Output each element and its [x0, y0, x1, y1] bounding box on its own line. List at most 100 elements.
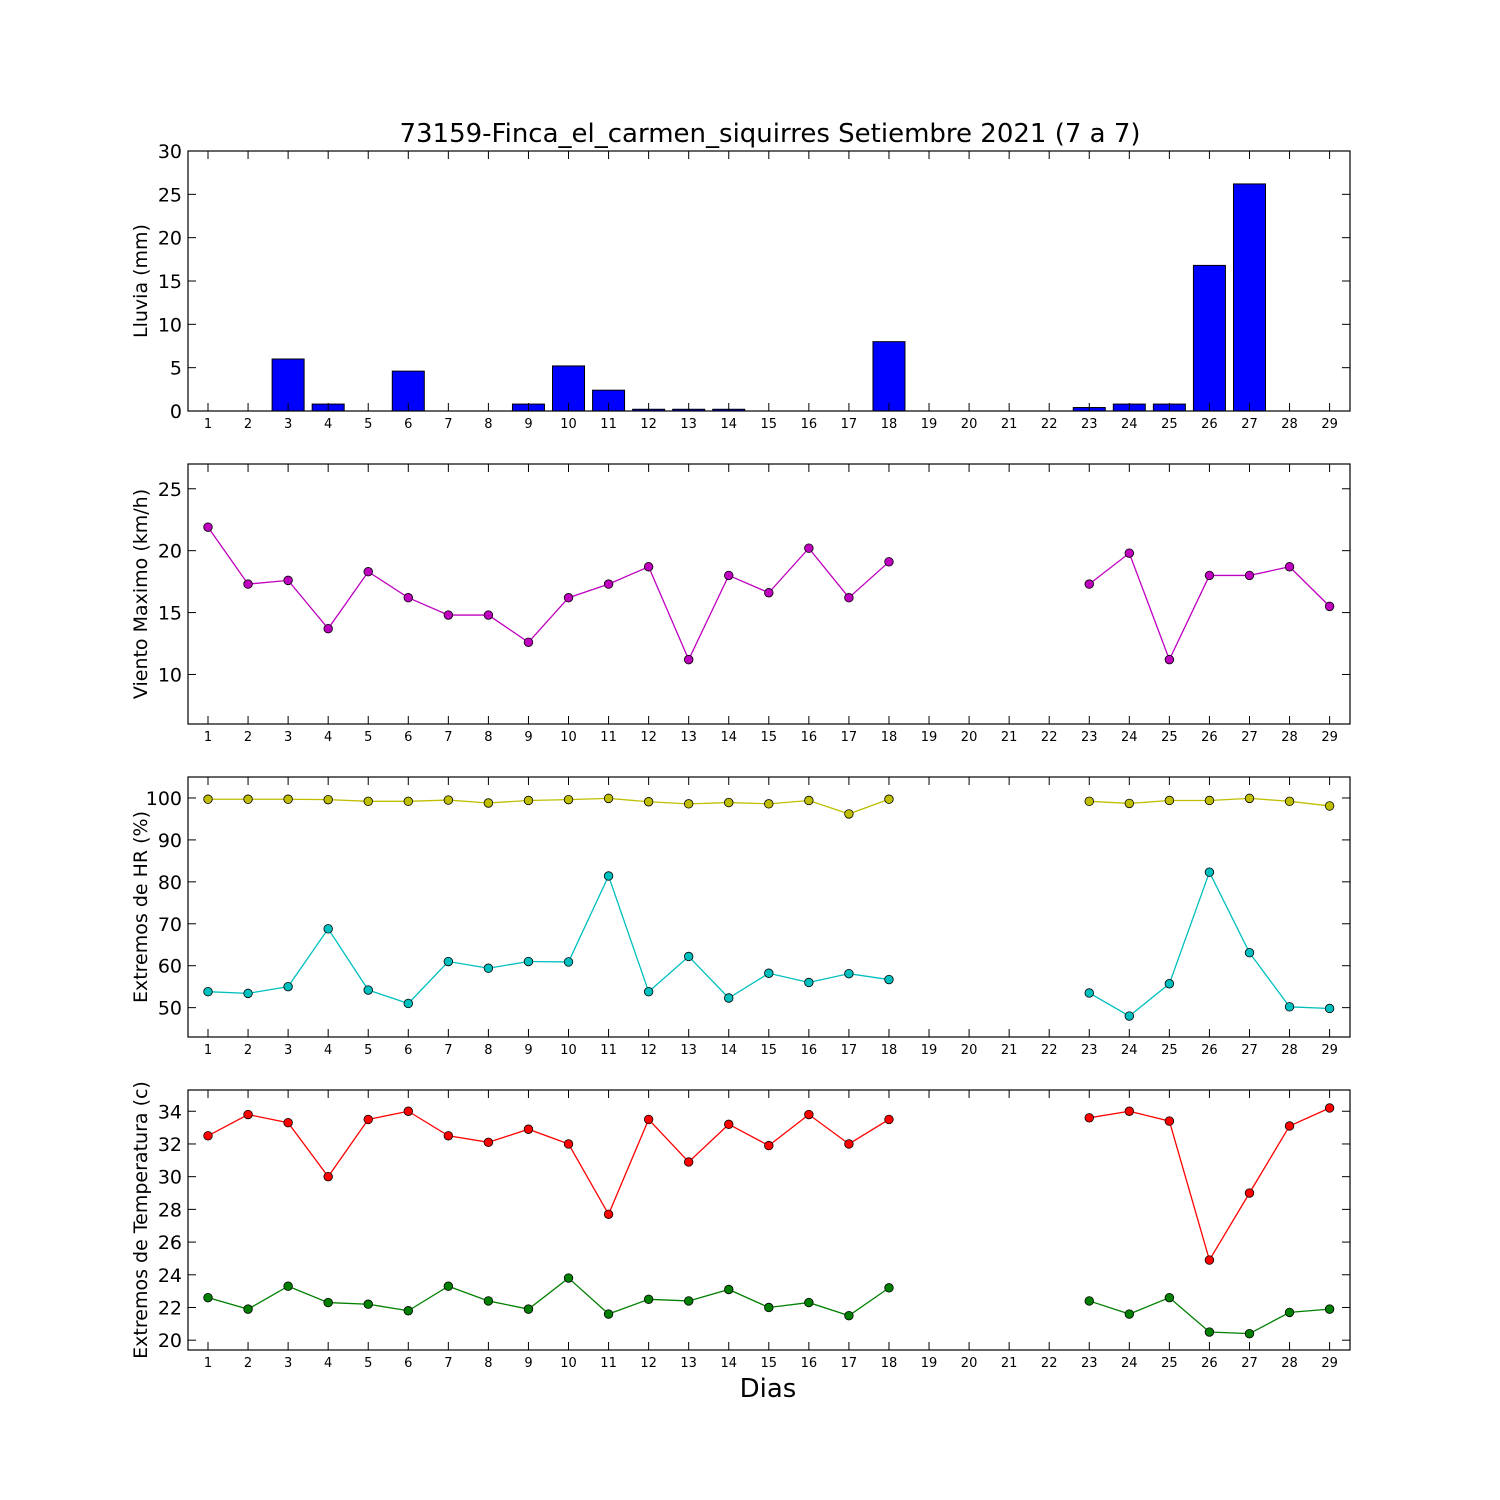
x-tick-label: 24 [1121, 1043, 1138, 1058]
series-0-point-day-23 [1084, 796, 1094, 807]
series-1-point-day-5 [363, 985, 373, 995]
series-0-point-day-5 [363, 567, 373, 577]
x-tick-label: 3 [284, 417, 292, 432]
series-0-point-day-6 [403, 1106, 413, 1116]
series-1-point-day-8 [483, 963, 494, 973]
series-0-point-day-8 [483, 610, 494, 620]
series-1-point-day-1 [203, 1292, 213, 1303]
series-0-point-day-12 [643, 562, 654, 572]
series-0-point-day-24 [1124, 1106, 1135, 1116]
series-0-point-day-8 [483, 1137, 494, 1148]
x-tick-label: 24 [1121, 417, 1138, 432]
series-1-point-day-9 [523, 956, 534, 967]
x-tick-label: 22 [1041, 417, 1058, 432]
x-tick-label: 12 [640, 417, 657, 432]
series-1-point-day-18 [884, 1283, 894, 1293]
x-axis-label: Dias [740, 1374, 797, 1404]
x-tick-label: 14 [720, 417, 737, 432]
x-tick-label: 7 [444, 730, 452, 745]
series-0-point-day-14 [724, 570, 734, 581]
x-tick-label: 25 [1161, 730, 1178, 745]
series-1-line [1088, 870, 1330, 1017]
x-tick-label: 19 [921, 730, 938, 745]
series-0-point-day-3 [283, 1118, 293, 1128]
series-0-point-day-7 [443, 795, 454, 805]
x-tick-label: 11 [600, 417, 617, 432]
x-tick-label: 6 [404, 1043, 412, 1058]
series-1-point-day-23 [1084, 1296, 1094, 1306]
x-tick-label: 6 [404, 730, 412, 745]
series-0-point-day-16 [804, 1109, 814, 1120]
series-0-point-day-24 [1124, 548, 1135, 558]
series-1-point-day-10 [563, 957, 574, 967]
x-tick-label: 23 [1081, 417, 1098, 432]
bar-day-18 [872, 341, 906, 412]
x-tick-label: 20 [961, 1356, 978, 1371]
x-tick-label: 8 [484, 1043, 492, 1058]
x-tick-label: 1 [204, 730, 212, 745]
series-0-point-day-10 [563, 593, 574, 603]
series-1-point-day-3 [283, 1281, 293, 1291]
series-1-point-day-16 [804, 1297, 814, 1308]
x-tick-label: 27 [1241, 1043, 1258, 1058]
y-tick-label: 0 [170, 401, 182, 423]
x-tick-label: 2 [244, 1043, 252, 1058]
series-0-point-day-29 [1324, 1103, 1335, 1113]
series-0-point-day-29 [1324, 601, 1335, 612]
x-tick-label: 1 [204, 1356, 212, 1371]
series-0-point-day-27 [1244, 570, 1255, 581]
x-tick-label: 9 [524, 1043, 532, 1058]
x-tick-label: 20 [961, 417, 978, 432]
x-tick-label: 26 [1201, 1043, 1218, 1058]
x-tick-label: 21 [1001, 1356, 1018, 1371]
series-1-point-day-26 [1204, 867, 1215, 877]
x-tick-label: 5 [364, 1043, 372, 1058]
series-1-point-day-7 [443, 956, 454, 967]
series-0-point-day-7 [443, 610, 454, 620]
x-tick-label: 16 [801, 1043, 818, 1058]
x-tick-label: 7 [444, 1043, 452, 1058]
x-tick-label: 29 [1321, 730, 1338, 745]
series-0-point-day-1 [203, 522, 213, 532]
x-tick-label: 16 [801, 730, 818, 745]
x-tick-label: 4 [324, 1043, 332, 1058]
x-tick-label: 8 [484, 730, 492, 745]
x-tick-label: 2 [244, 417, 252, 432]
y-tick-label: 30 [158, 141, 182, 163]
series-0-point-day-9 [523, 1124, 534, 1134]
series-0-point-day-12 [643, 1114, 654, 1125]
y-tick-label: 80 [158, 872, 182, 894]
x-tick-label: 22 [1041, 1356, 1058, 1371]
x-tick-label: 19 [921, 1043, 938, 1058]
series-0-point-day-23 [1084, 1113, 1094, 1123]
series-1-point-day-6 [403, 1306, 413, 1316]
y-tick-label: 100 [146, 788, 182, 810]
series-1-point-day-10 [563, 1273, 574, 1283]
series-0-line [207, 1110, 890, 1216]
y-tick-label: 26 [158, 1232, 182, 1254]
series-1-point-day-14 [724, 1284, 734, 1295]
series-0-point-day-13 [683, 654, 694, 665]
x-tick-label: 19 [921, 1356, 938, 1371]
x-tick-label: 23 [1081, 730, 1098, 745]
y-tick-label: 28 [158, 1199, 182, 1221]
y-tick-label: 20 [158, 228, 182, 250]
series-1-point-day-27 [1244, 948, 1255, 958]
series-1-point-day-26 [1204, 1327, 1215, 1337]
x-tick-label: 28 [1281, 1356, 1298, 1371]
series-0-point-day-27 [1244, 793, 1255, 804]
series-1-point-day-29 [1324, 1003, 1335, 1014]
series-1-point-day-23 [1084, 988, 1094, 998]
series-1-point-day-11 [603, 871, 614, 881]
x-tick-label: 10 [560, 417, 577, 432]
series-0-point-day-14 [724, 797, 734, 808]
x-tick-label: 18 [881, 1043, 898, 1058]
x-tick-label: 2 [244, 1356, 252, 1371]
series-0-point-day-25 [1164, 1116, 1175, 1126]
x-tick-label: 5 [364, 1356, 372, 1371]
x-tick-label: 24 [1121, 1356, 1138, 1371]
series-0-point-day-15 [764, 588, 774, 598]
series-0-point-day-16 [804, 543, 814, 553]
x-tick-label: 12 [640, 730, 657, 745]
